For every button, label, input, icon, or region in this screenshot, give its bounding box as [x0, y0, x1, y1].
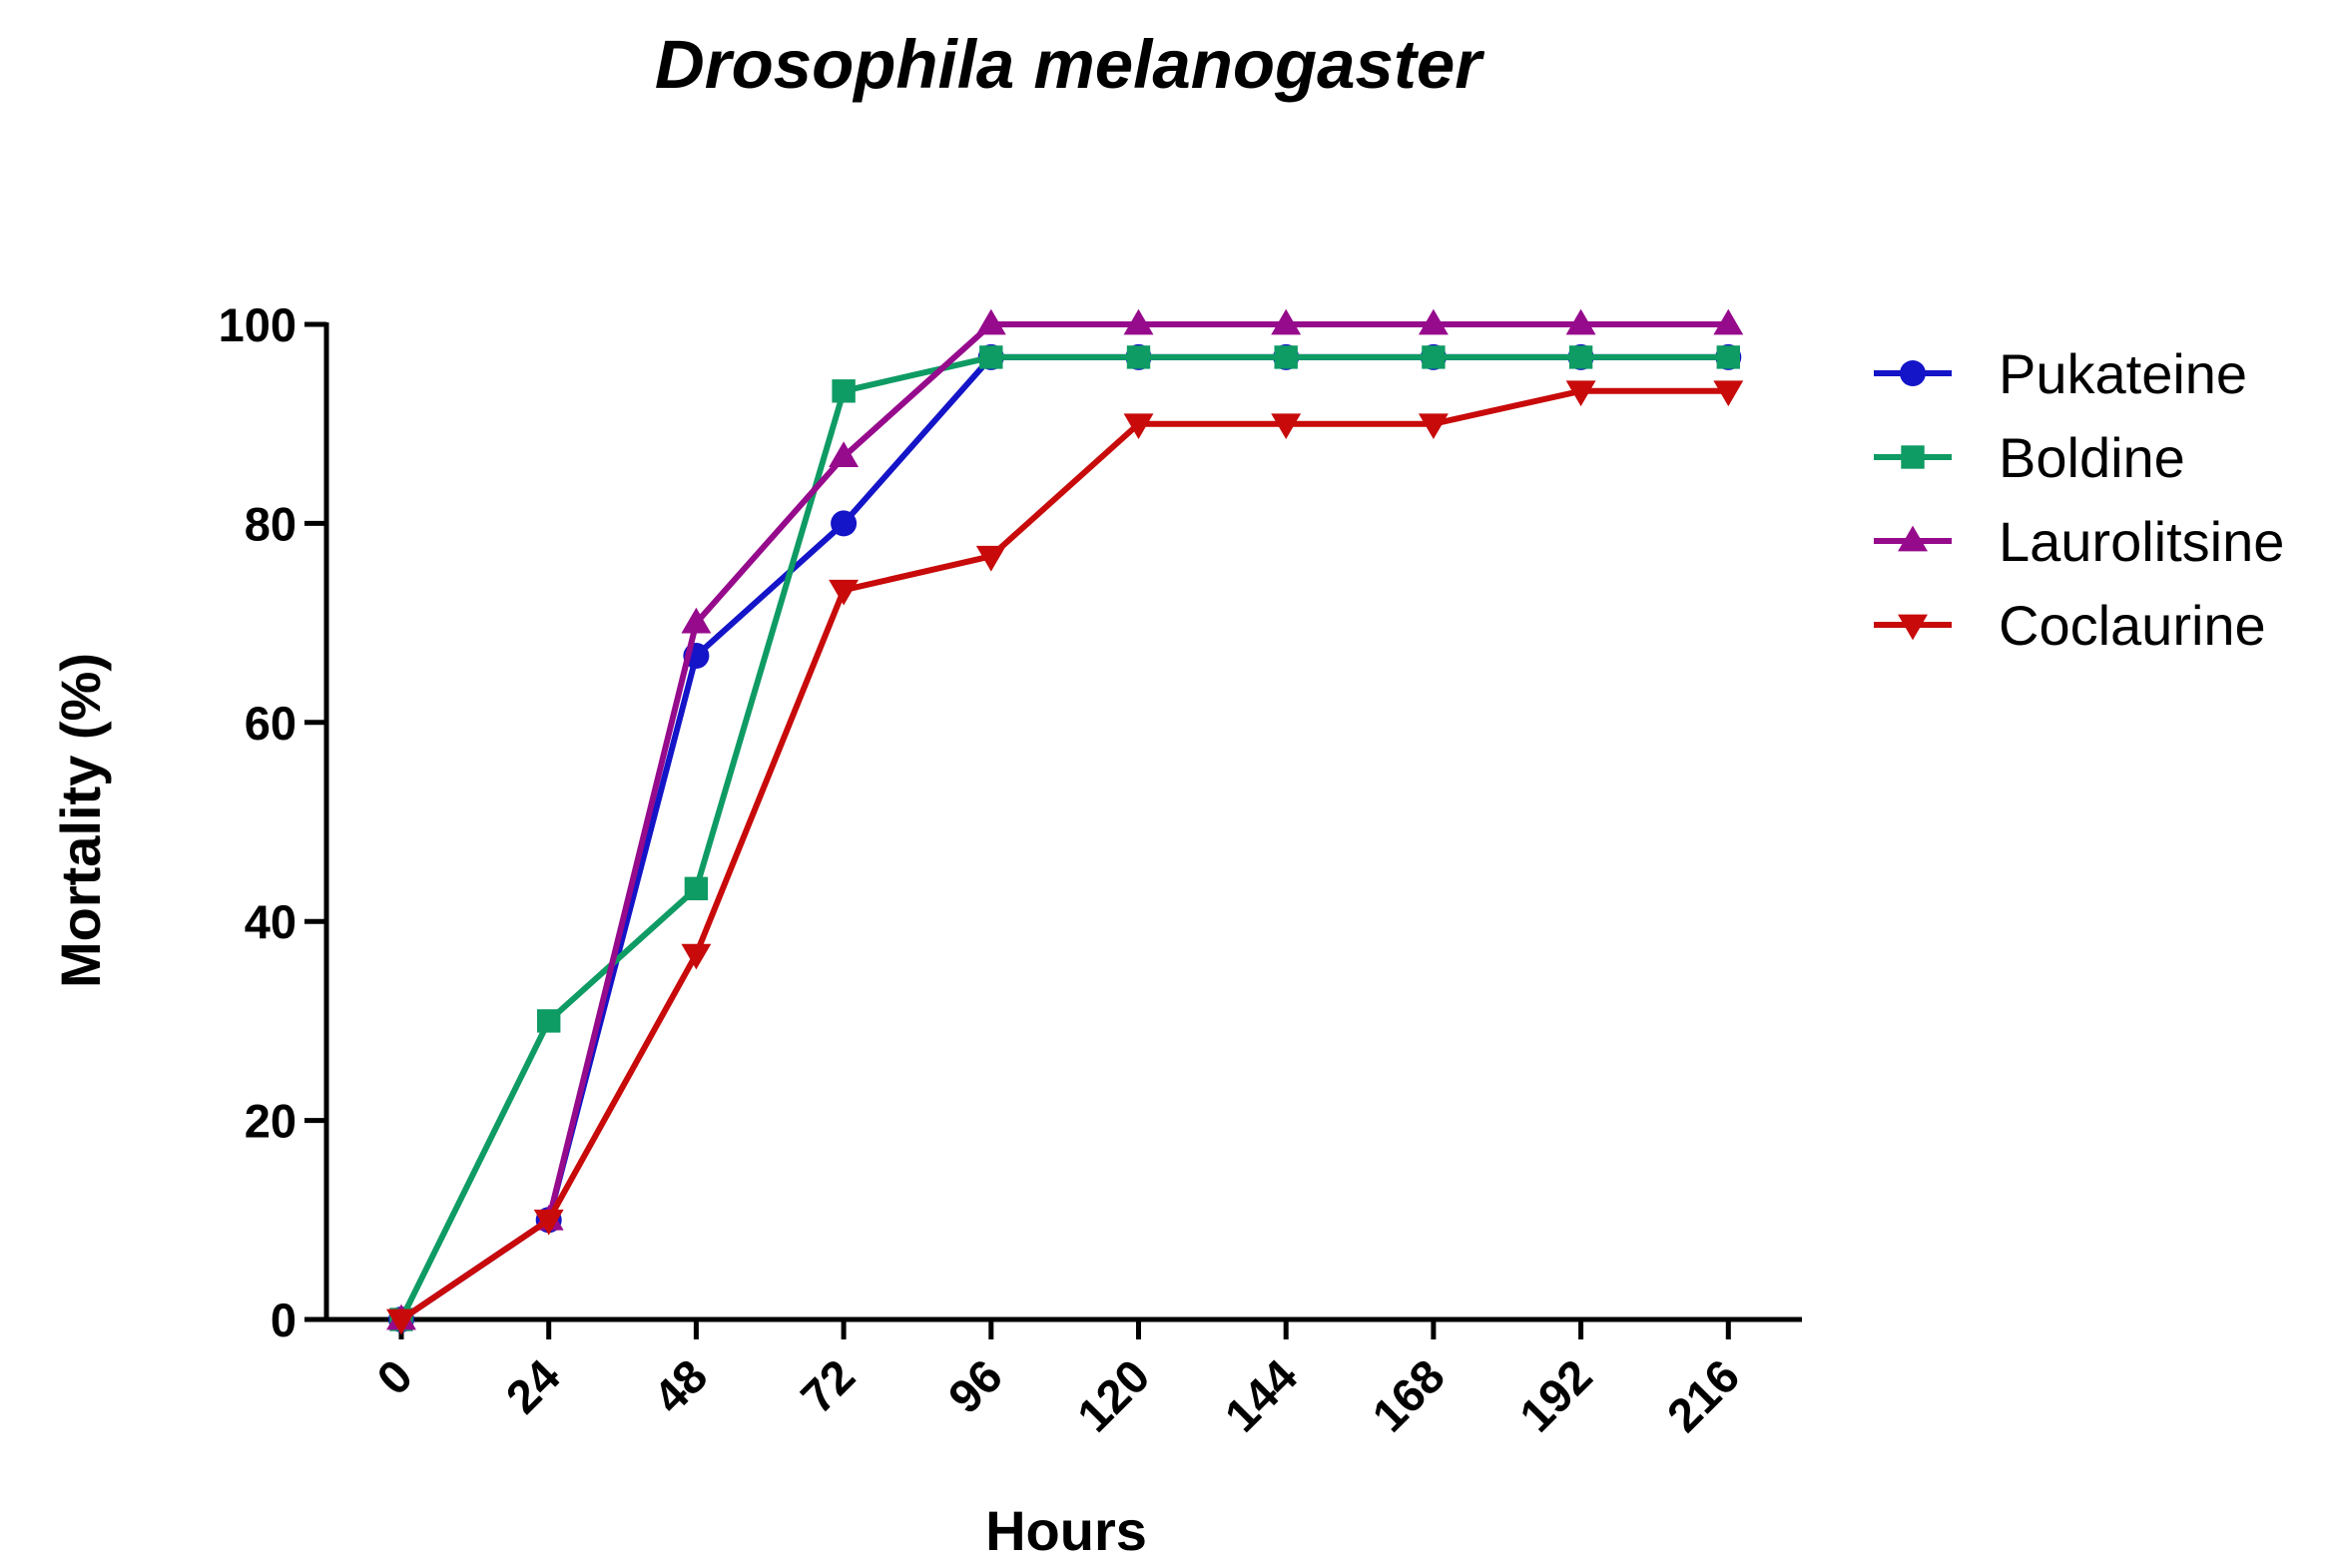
y-tick-label: 40	[245, 895, 296, 948]
data-point-boldine	[1568, 345, 1593, 369]
series-layer	[386, 308, 1744, 1335]
series-line-coclaurine	[398, 387, 1732, 1322]
data-point-boldine	[979, 345, 1003, 369]
data-point-coclaurine	[533, 1209, 564, 1236]
series-line-pukateine	[398, 353, 1732, 1322]
data-point-coclaurine	[1418, 413, 1449, 440]
x-tick-label: 216	[1656, 1349, 1749, 1442]
series-laurolitsine	[386, 308, 1744, 1330]
x-tick-label: 72	[791, 1349, 865, 1423]
series-line-laurolitsine	[398, 321, 1732, 1322]
series-line-boldine	[398, 353, 1732, 1322]
legend-item-pukateine: Pukateine	[1874, 342, 2247, 405]
x-tick-label: 192	[1509, 1349, 1602, 1442]
y-tick-label: 80	[245, 497, 296, 550]
data-point-laurolitsine	[975, 308, 1006, 335]
data-point-coclaurine	[1271, 413, 1302, 440]
series-coclaurine	[386, 380, 1744, 1335]
data-point-coclaurine	[1123, 413, 1154, 440]
data-point-boldine	[832, 379, 856, 403]
y-tick-label: 20	[245, 1095, 296, 1148]
data-point-pukateine	[831, 510, 858, 537]
legend: Pukateine Boldine Laurolitsine Coclaurine	[1874, 342, 2284, 657]
x-tick-label: 168	[1362, 1349, 1455, 1442]
data-point-coclaurine	[975, 545, 1006, 572]
legend-item-boldine: Boldine	[1874, 426, 2185, 489]
data-point-coclaurine	[829, 579, 860, 606]
legend-label-pukateine: Pukateine	[1999, 342, 2247, 405]
y-tick-label: 0	[271, 1294, 296, 1346]
x-axis-label: Hours	[985, 1499, 1147, 1562]
data-point-laurolitsine	[1123, 308, 1154, 335]
x-tick-label: 144	[1214, 1349, 1307, 1442]
data-point-laurolitsine	[681, 607, 712, 634]
chart-title: Drosophila melanogaster	[655, 26, 1484, 103]
y-tick-label: 100	[219, 298, 296, 351]
legend-label-laurolitsine: Laurolitsine	[1999, 510, 2284, 573]
y-axis-label: Mortality (%)	[49, 653, 112, 988]
y-tick-label: 60	[245, 697, 296, 750]
x-tick-label: 48	[643, 1349, 717, 1423]
data-point-coclaurine	[1713, 380, 1744, 407]
data-point-laurolitsine	[1713, 308, 1744, 335]
legend-label-boldine: Boldine	[1999, 426, 2185, 489]
legend-marker-laurolitsine	[1898, 525, 1928, 552]
data-point-boldine	[1422, 345, 1446, 369]
x-tick-label: 96	[937, 1349, 1011, 1423]
x-tick-label: 0	[366, 1349, 422, 1405]
legend-label-coclaurine: Coclaurine	[1999, 594, 2266, 657]
axes: 0 20 40 60 80 100 0 24 48 72 96 120 144 168 192 216	[219, 298, 1802, 1442]
data-point-coclaurine	[1565, 380, 1596, 407]
x-tick-label: 120	[1067, 1349, 1160, 1442]
legend-marker-boldine	[1901, 445, 1925, 469]
data-point-boldine	[684, 876, 709, 900]
legend-marker-pukateine	[1900, 360, 1926, 386]
data-point-boldine	[1716, 345, 1740, 369]
legend-marker-coclaurine	[1898, 614, 1928, 641]
x-tick-label: 24	[495, 1349, 569, 1423]
data-point-laurolitsine	[829, 441, 860, 467]
data-point-boldine	[1274, 345, 1298, 369]
data-point-boldine	[1126, 345, 1151, 369]
legend-item-coclaurine: Coclaurine	[1874, 594, 2266, 657]
legend-item-laurolitsine: Laurolitsine	[1874, 510, 2284, 573]
data-point-boldine	[537, 1009, 561, 1033]
data-point-laurolitsine	[1418, 308, 1449, 335]
data-point-laurolitsine	[1565, 308, 1596, 335]
data-point-coclaurine	[386, 1308, 416, 1335]
data-point-coclaurine	[681, 943, 712, 970]
data-point-laurolitsine	[1271, 308, 1302, 335]
